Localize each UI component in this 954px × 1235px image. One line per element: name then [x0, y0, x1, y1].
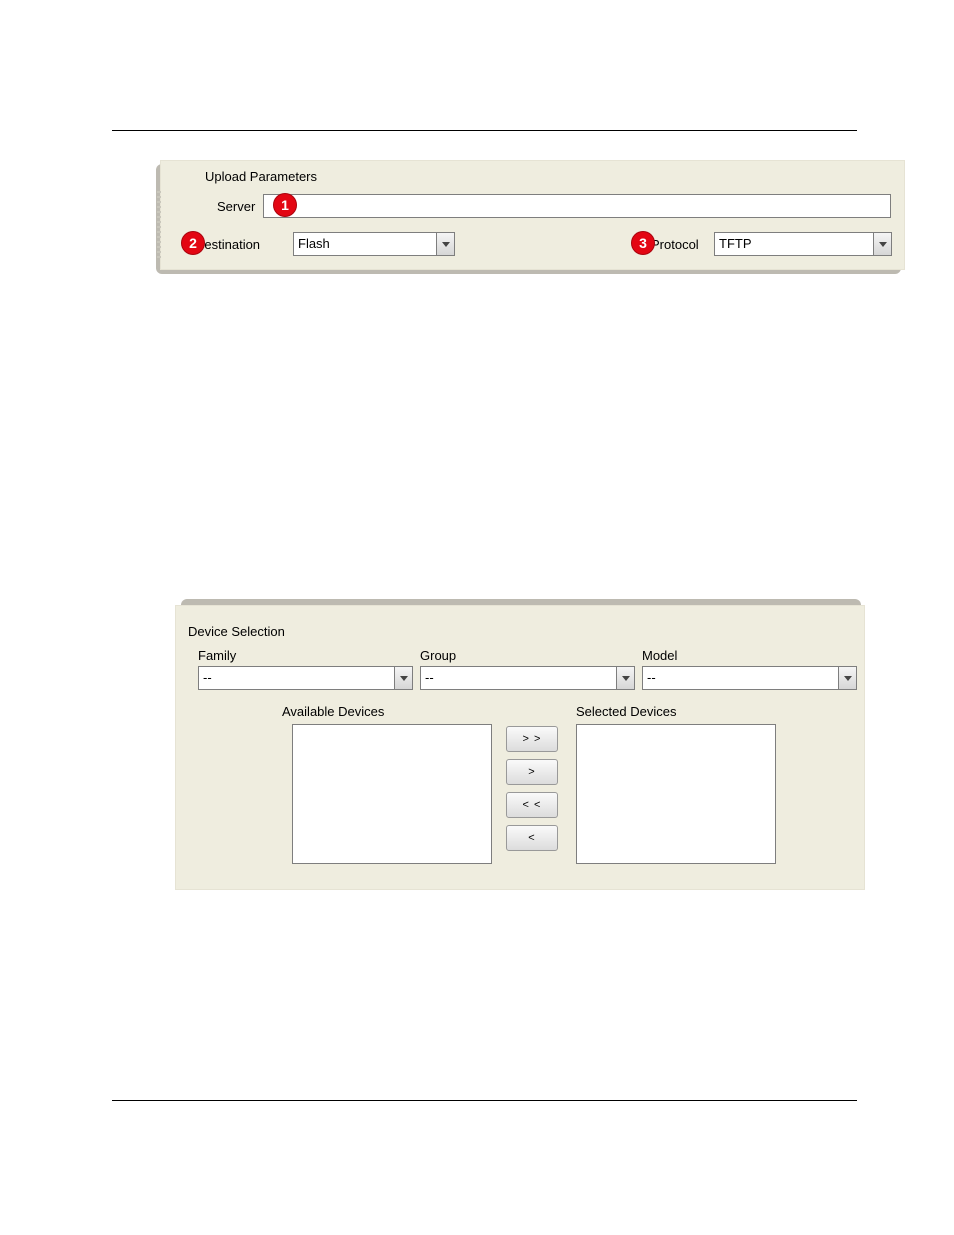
- callout-badge-1: 1: [273, 193, 297, 217]
- model-select[interactable]: --: [642, 666, 857, 690]
- dropdown-icon: [616, 667, 634, 689]
- family-select[interactable]: --: [198, 666, 413, 690]
- device-selection-panel: Device Selection Family -- Group -- Mode…: [175, 605, 865, 890]
- dropdown-icon: [873, 233, 891, 255]
- destination-select[interactable]: Flash: [293, 232, 455, 256]
- protocol-select-value: TFTP: [715, 233, 873, 255]
- model-select-value: --: [643, 667, 838, 689]
- top-rule: [112, 130, 857, 131]
- device-selection-legend: Device Selection: [188, 624, 285, 639]
- group-select-value: --: [421, 667, 616, 689]
- selected-devices-label: Selected Devices: [576, 704, 676, 719]
- dropdown-icon: [394, 667, 412, 689]
- callout-badge-2: 2: [181, 231, 205, 255]
- server-input[interactable]: [263, 194, 891, 218]
- family-select-value: --: [199, 667, 394, 689]
- group-select[interactable]: --: [420, 666, 635, 690]
- selected-devices-listbox[interactable]: [576, 724, 776, 864]
- callout-badge-3: 3: [631, 231, 655, 255]
- dropdown-icon: [838, 667, 856, 689]
- panel-grip-dots: [157, 191, 161, 261]
- upload-parameters-panel: Upload Parameters 1 2 3 Server Destinati…: [160, 160, 905, 270]
- bottom-rule: [112, 1100, 857, 1101]
- protocol-select[interactable]: TFTP: [714, 232, 892, 256]
- server-label: Server: [217, 199, 255, 214]
- model-label: Model: [642, 648, 677, 663]
- move-one-right-button[interactable]: >: [506, 759, 558, 785]
- destination-select-value: Flash: [294, 233, 436, 255]
- move-one-left-button[interactable]: <: [506, 825, 558, 851]
- upload-parameters-legend: Upload Parameters: [205, 169, 317, 184]
- group-label: Group: [420, 648, 456, 663]
- available-devices-listbox[interactable]: [292, 724, 492, 864]
- move-all-left-button[interactable]: < <: [506, 792, 558, 818]
- move-all-right-button[interactable]: > >: [506, 726, 558, 752]
- family-label: Family: [198, 648, 236, 663]
- protocol-label: Protocol: [651, 237, 699, 252]
- dropdown-icon: [436, 233, 454, 255]
- available-devices-label: Available Devices: [282, 704, 384, 719]
